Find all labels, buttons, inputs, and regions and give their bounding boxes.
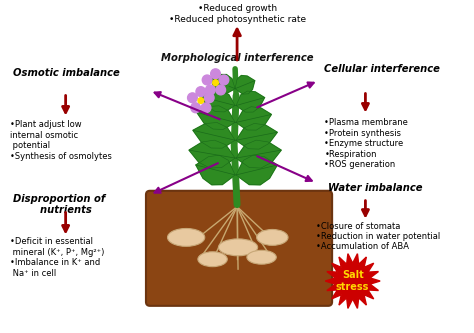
Polygon shape	[193, 123, 235, 148]
Text: Osmotic imbalance: Osmotic imbalance	[13, 68, 119, 78]
Polygon shape	[236, 155, 277, 185]
Text: Cellular interference: Cellular interference	[324, 64, 440, 74]
Circle shape	[213, 80, 219, 86]
Polygon shape	[210, 75, 235, 94]
Circle shape	[198, 98, 204, 104]
Ellipse shape	[219, 239, 258, 256]
Ellipse shape	[247, 250, 276, 264]
Polygon shape	[236, 124, 277, 149]
Circle shape	[202, 75, 212, 85]
Text: •Closure of stomata
•Reduction in water potential
•Accumulation of ABA: •Closure of stomata •Reduction in water …	[317, 221, 441, 251]
Text: •Deficit in essential
 mineral (K⁺, P⁺, Mg²⁺)
•Imbalance in K⁺ and
 Na⁺ in cell: •Deficit in essential mineral (K⁺, P⁺, M…	[10, 237, 104, 278]
Circle shape	[188, 93, 197, 103]
Text: Morphological interference: Morphological interference	[161, 53, 313, 63]
Polygon shape	[235, 76, 255, 94]
Polygon shape	[189, 140, 235, 168]
Text: Salt
stress: Salt stress	[336, 270, 369, 292]
Ellipse shape	[256, 229, 288, 245]
Ellipse shape	[167, 228, 205, 246]
Polygon shape	[236, 140, 281, 168]
Polygon shape	[325, 254, 380, 308]
Text: •Reduced growth
•Reduced photosynthetic rate: •Reduced growth •Reduced photosynthetic …	[169, 4, 306, 24]
Circle shape	[196, 87, 206, 97]
FancyBboxPatch shape	[146, 191, 332, 306]
Text: Disproportion of
    nutrients: Disproportion of nutrients	[13, 194, 105, 215]
Circle shape	[204, 93, 214, 103]
Text: •Plasma membrane
•Protein synthesis
•Enzyme structure
•Respiration
•ROS generati: •Plasma membrane •Protein synthesis •Enz…	[324, 119, 408, 169]
Polygon shape	[201, 91, 235, 112]
Polygon shape	[197, 106, 235, 130]
Ellipse shape	[198, 252, 227, 267]
Polygon shape	[236, 91, 264, 112]
Circle shape	[219, 75, 229, 85]
Circle shape	[191, 103, 201, 113]
Circle shape	[201, 103, 211, 113]
Polygon shape	[196, 155, 235, 185]
Text: •Plant adjust low
internal osmotic
 potential
•Synthesis of osmolytes: •Plant adjust low internal osmotic poten…	[10, 121, 112, 161]
Polygon shape	[236, 107, 271, 130]
Circle shape	[210, 69, 220, 79]
Circle shape	[216, 85, 226, 95]
Text: Water imbalance: Water imbalance	[328, 183, 423, 193]
Circle shape	[206, 85, 215, 95]
